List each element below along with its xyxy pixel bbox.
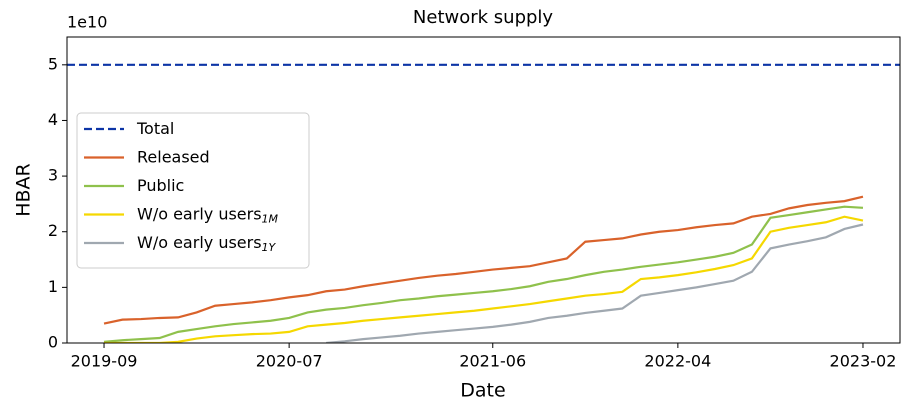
chart-title: Network supply — [413, 7, 554, 28]
legend-label: Total — [136, 119, 174, 138]
x-tick-label: 2022-04 — [644, 352, 711, 371]
offset-text: 1e10 — [67, 13, 107, 32]
x-tick-label: 2019-09 — [71, 352, 138, 371]
series-line — [104, 215, 864, 343]
y-tick-label: 4 — [48, 110, 58, 129]
legend-name: Public — [137, 176, 184, 195]
x-tick-label: 2021-06 — [459, 352, 526, 371]
y-axis-label: HBAR — [13, 163, 35, 217]
legend-label: W/o early users1Y — [137, 233, 277, 255]
axes-frame — [66, 36, 901, 344]
y-tick-label: 3 — [48, 166, 58, 185]
legend-name: Total — [136, 119, 174, 138]
legend-name: Released — [137, 147, 210, 166]
y-tick-label: 1 — [48, 277, 58, 296]
series-line — [103, 205, 864, 343]
x-tick-label: 2023-02 — [830, 352, 897, 371]
legend-box — [76, 112, 310, 269]
y-tick-label: 5 — [48, 54, 58, 73]
legend-label: Public — [137, 176, 184, 195]
plot-area — [67, 63, 900, 343]
legend-label: Released — [137, 147, 210, 166]
series-line — [103, 195, 864, 325]
y-tick-label: 0 — [48, 333, 58, 352]
legend-subscript: 1M — [262, 213, 279, 226]
x-tick-label: 2020-07 — [256, 352, 323, 371]
y-tick-label: 2 — [48, 221, 58, 240]
legend-subscript: 1Y — [262, 241, 277, 254]
series-line — [326, 223, 864, 343]
legend-name: W/o early users — [137, 233, 262, 252]
legend-name: W/o early users — [137, 204, 262, 223]
legend-label: W/o early users1M — [137, 204, 279, 226]
x-axis-label: Date — [460, 380, 505, 402]
